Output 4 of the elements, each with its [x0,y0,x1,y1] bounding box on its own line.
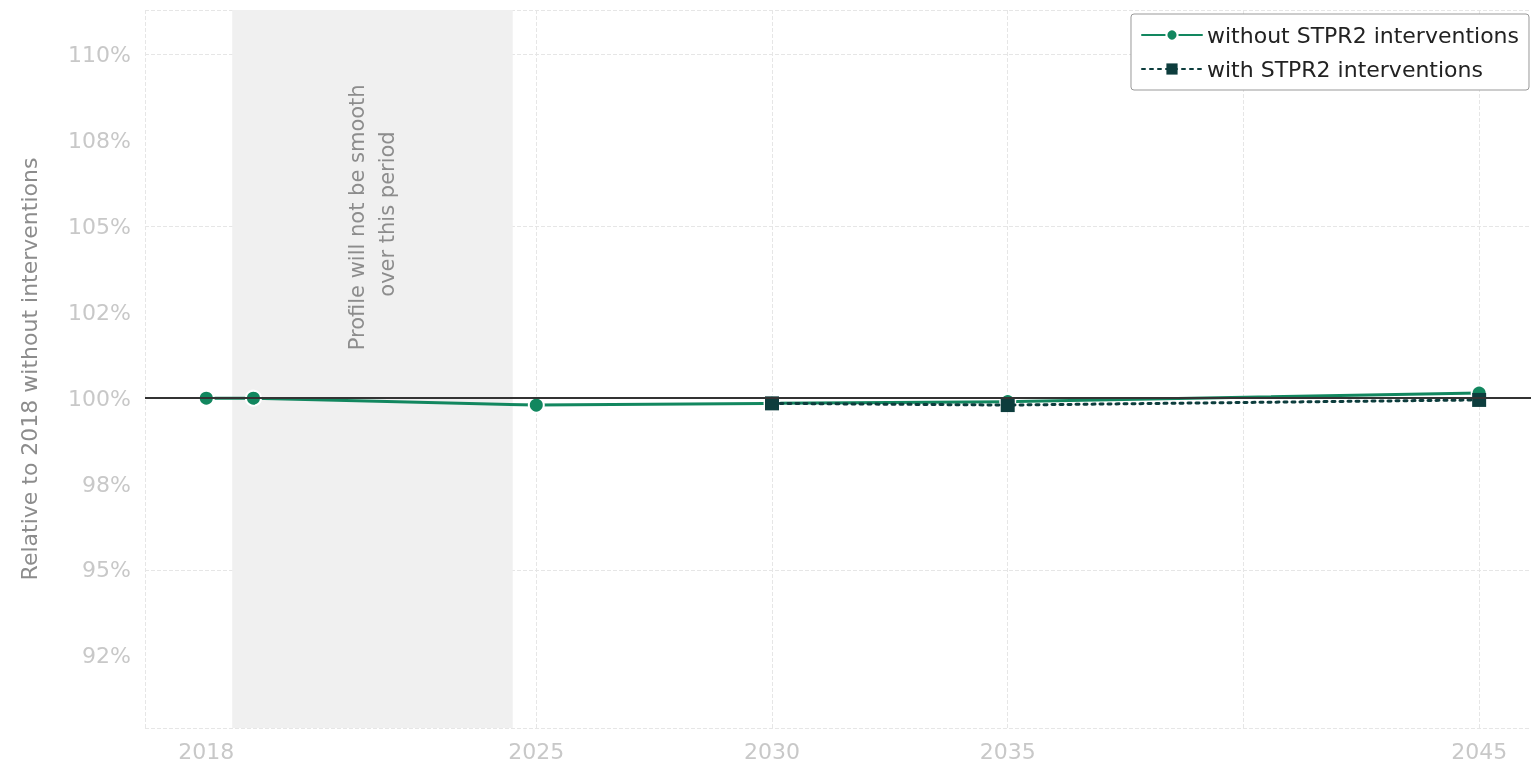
legend-label: with STPR2 interventions [1206,56,1483,82]
y-axis-title: Relative to 2018 without interventions [16,157,42,581]
band-label: Profile will not be smooth over this period [345,77,400,351]
legend-label: without STPR2 interventions [1206,22,1520,48]
